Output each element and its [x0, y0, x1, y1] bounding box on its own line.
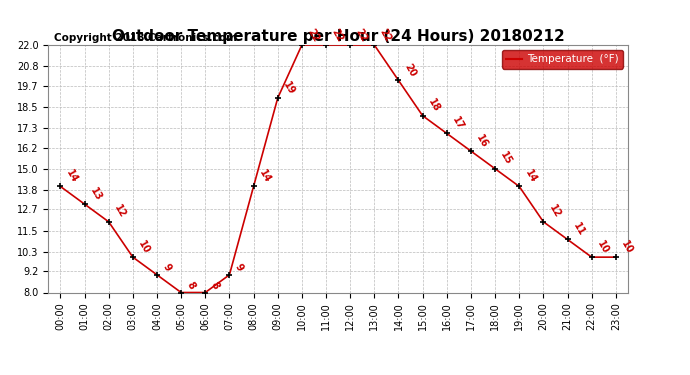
Text: 16: 16: [475, 133, 490, 149]
Text: Copyright 2018 Cartronics.com: Copyright 2018 Cartronics.com: [54, 33, 237, 42]
Text: 22: 22: [306, 27, 321, 43]
Text: 12: 12: [112, 203, 128, 220]
Text: 9: 9: [233, 262, 245, 273]
Text: 11: 11: [571, 221, 586, 238]
Text: 8: 8: [209, 280, 221, 291]
Text: 14: 14: [64, 168, 79, 184]
Legend: Temperature  (°F): Temperature (°F): [502, 50, 622, 69]
Text: 14: 14: [257, 168, 273, 184]
Title: Outdoor Temperature per Hour (24 Hours) 20180212: Outdoor Temperature per Hour (24 Hours) …: [112, 29, 564, 44]
Text: 17: 17: [451, 115, 466, 132]
Text: 13: 13: [88, 186, 104, 202]
Text: 10: 10: [137, 238, 152, 255]
Text: 10: 10: [595, 238, 611, 255]
Text: 15: 15: [499, 150, 514, 167]
Text: 22: 22: [354, 27, 369, 43]
Text: 10: 10: [620, 238, 635, 255]
Text: 22: 22: [378, 27, 393, 43]
Text: 20: 20: [402, 62, 417, 79]
Text: 9: 9: [161, 262, 172, 273]
Text: 8: 8: [185, 280, 197, 291]
Text: 22: 22: [330, 27, 345, 43]
Text: 18: 18: [426, 97, 442, 114]
Text: 12: 12: [547, 203, 562, 220]
Text: 14: 14: [523, 168, 538, 184]
Text: 19: 19: [282, 80, 297, 96]
